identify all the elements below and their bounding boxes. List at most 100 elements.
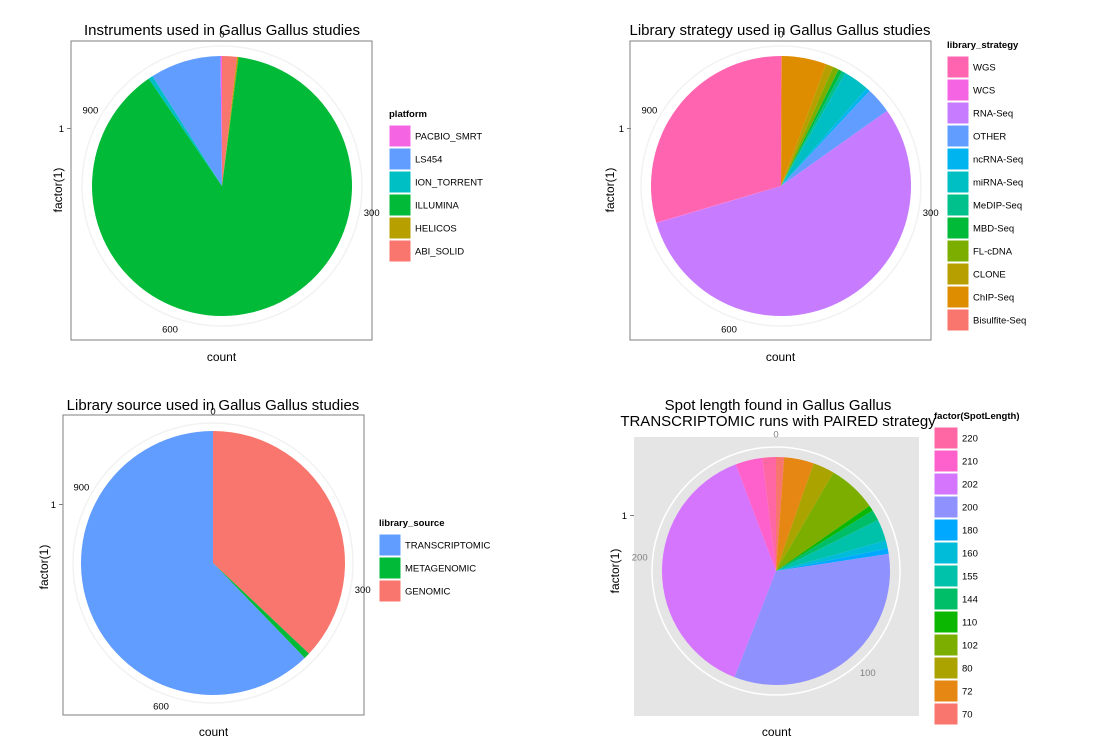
pie-slice-155 [776,520,886,571]
pie-slice-genomic [213,431,345,654]
pie-slice-220 [762,457,776,571]
legend-label: ION_TORRENT [415,178,483,189]
y-axis-title: factor(1) [51,168,65,213]
polar-grid-circle [651,446,901,696]
legend-swatch [388,216,412,240]
legend: library_strategy WGS WCS RNA-Seq OTHER ncRNA-… [946,40,1026,332]
legend-label: 155 [962,572,978,583]
chart-title: Spot length found in Gallus Gallus [665,397,892,414]
theta-tick-label: 900 [73,483,89,494]
pie-slice-medip-seq [781,71,846,186]
polar-grid-circle [72,422,354,704]
theta-tick-label: 300 [923,208,939,219]
legend: platform PACBIO_SMRT LS454 ION_TORRENT ILLUM… [388,109,483,263]
pie-slice-mirna-seq [781,73,867,186]
legend-label: 200 [962,503,978,514]
legend-swatch [378,579,402,603]
pie-slice-mbd-seq [781,69,843,186]
legend-label: 110 [962,618,977,629]
legend-label: ncRNA-Seq [973,155,1023,166]
pie-slice-fl-cdna [781,66,839,186]
legend-swatch [933,633,959,657]
legend-swatch [933,449,959,473]
pie-slice-70 [776,457,785,571]
legend-swatch [946,124,970,148]
pie-slice-rna-seq [656,110,912,317]
pie-slice-180 [776,548,889,571]
legend-label: FL-cDNA [973,247,1013,258]
legend-label: 210 [962,457,978,468]
legend-swatch [388,170,412,194]
legend-swatch [946,193,970,217]
legend-swatch [933,472,959,496]
pie-slice-210 [735,457,776,571]
pie-slice-ncrna-seq [781,88,870,186]
chart-panel-4: 0 100 200 1 Spot length found in Gallus Gall… [608,397,1020,739]
x-axis-title: count [762,725,792,739]
legend-label: MBD-Seq [973,224,1014,235]
legend-label: 80 [962,664,973,675]
legend-label: 144 [962,595,978,606]
chart-title: Library source used in Gallus Gallus stu… [67,397,360,414]
legend-swatch [933,610,959,634]
pie-slice-80 [776,463,834,571]
legend-swatch [378,533,402,557]
legend-swatch [946,262,970,286]
polar-grid-circle [81,45,363,327]
legend-swatch [933,495,959,519]
legend-title: factor(SpotLength) [934,411,1020,422]
legend-title: library_strategy [947,40,1019,51]
y-tick-label: 1 [51,500,56,511]
chart-panel-2: 0 300 600 900 1 Library strategy used in Gall… [603,22,1026,364]
legend-label: HELICOS [415,224,457,235]
legend-swatch [933,426,959,450]
pie-slice-ls454 [152,56,222,187]
theta-tick-label: 600 [721,324,737,335]
legend-label: ChIP-Seq [973,293,1014,304]
pie-slice-abi-solid [222,56,238,186]
legend-swatch [933,587,959,611]
chart-title-line-2: TRANSCRIPTOMIC runs with PAIRED strategy [620,413,936,430]
theta-tick-label: 900 [82,106,98,117]
legend-label: Bisulfite-Seq [973,316,1026,327]
x-axis-title: count [766,350,796,364]
y-tick-label: 1 [59,124,64,135]
y-axis-title: factor(1) [37,545,51,590]
legend-swatch [946,285,970,309]
theta-tick-label: 600 [153,701,169,712]
theta-tick-label: 300 [355,585,371,596]
legend-label: miRNA-Seq [973,178,1023,189]
y-tick-label: 1 [619,124,624,135]
legend-title: platform [389,109,427,120]
theta-tick-label: 0 [210,407,215,418]
legend-label: LS454 [415,155,442,166]
pie-slice-110 [776,505,873,571]
pie-slice-wgs [651,56,781,223]
pie-slice-chip-seq [781,56,827,186]
legend-swatch [933,564,959,588]
legend-label: 180 [962,526,978,537]
pie-slice-bisulfite-seq [781,55,782,187]
pie-slice-metagenomic [213,563,310,658]
legend-swatch [946,78,970,102]
chart-panel-3: 0 300 600 900 1 Library source used in Gallus… [37,397,490,739]
legend-label: PACBIO_SMRT [415,132,482,143]
theta-tick-label: 0 [219,30,224,41]
legend-swatch [933,518,959,542]
legend-label: 72 [962,687,973,698]
legend-swatch [946,216,970,240]
chart-panel-1: 0 300 600 900 1 Instruments used in Gallus Ga… [51,22,483,364]
legend: factor(SpotLength) 220 210 202 200 180 160 155 1… [933,411,1020,726]
legend-title: library_source [379,518,444,529]
y-axis-title: factor(1) [603,168,617,213]
pie-slice-illumina [92,57,353,316]
pie-slice-other [781,90,888,186]
chart-title: Instruments used in Gallus Gallus studie… [84,22,360,39]
legend-label: OTHER [973,132,1006,143]
pie-slice-pacbio-smrt [220,56,222,186]
theta-tick-label: 300 [364,208,380,219]
x-axis-title: count [207,350,237,364]
pie-slice-helicos [222,56,239,186]
legend-label: ILLUMINA [415,201,459,212]
